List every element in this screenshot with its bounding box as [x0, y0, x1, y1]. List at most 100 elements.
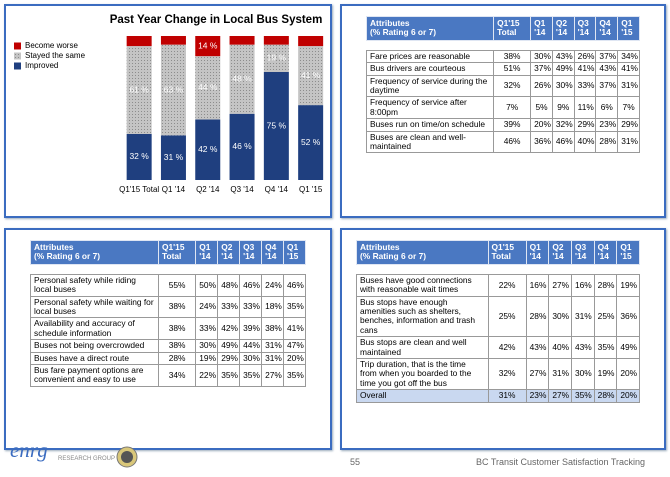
header-cell: Q1'15: [616, 240, 640, 265]
table-row: Buses have a direct route 28% 19% 29% 30% 31%…: [30, 351, 306, 366]
value-cell: 28%: [157, 351, 197, 366]
table-header: Attributes (% Rating 6 or 7) Q1'15 Total Q1 '…: [365, 16, 640, 41]
header-text: '14: [552, 251, 564, 262]
value-cell: 38%: [493, 49, 532, 64]
value-cell: 49%: [616, 336, 640, 360]
header-cell: Q3'14: [239, 240, 263, 265]
spacer-cell: [617, 39, 640, 51]
spacer-cell: [261, 263, 284, 275]
value-cell: 28%: [525, 295, 550, 338]
table-row: Frequency of service after 8:00pm 7% 5% 9% 1…: [365, 96, 640, 120]
value-cell: 22%: [195, 364, 219, 387]
value-cell: 31%: [617, 130, 640, 154]
table-body: Personal safety while riding local buses…: [30, 263, 306, 387]
attribute-cell: Buses have a direct route: [30, 351, 159, 366]
bar-segment: [126, 46, 152, 134]
value-cell: 39%: [239, 317, 263, 341]
bar-segment: [195, 36, 221, 57]
header-cell: Q1'15 Total: [487, 240, 527, 265]
value-cell: 23%: [525, 389, 550, 403]
value-cell: 35%: [239, 364, 263, 387]
table-panel: Attributes (% Rating 6 or 7) Q1'15 Total Q1 '…: [340, 4, 666, 218]
table-panel: Attributes (% Rating 6 or 7) Q1'15 Total Q1 '…: [340, 228, 666, 450]
value-cell: 22%: [487, 273, 527, 297]
table-row: Availability and accuracy of schedule in…: [30, 317, 306, 341]
value-cell: 44%: [239, 339, 263, 353]
x-tick-label: Q1 '14: [162, 185, 186, 194]
header-cell: Q3'14: [570, 240, 595, 265]
header-cell: Q4'14: [593, 240, 618, 265]
spacer-cell: [30, 263, 159, 275]
header-text: Q2: [555, 18, 568, 28]
value-cell: 11%: [573, 96, 597, 120]
value-cell: 26%: [573, 49, 597, 64]
value-cell: 25%: [593, 295, 618, 338]
value-cell: 46%: [283, 273, 306, 297]
header-text: Total: [162, 251, 182, 262]
data-label: 63 %: [164, 84, 184, 94]
value-cell: 32%: [493, 74, 532, 98]
header-cell: Q1'15: [617, 16, 640, 41]
data-label: 41 %: [301, 70, 321, 80]
logo: enrg: [10, 438, 48, 462]
legend-label: Become worse: [25, 41, 78, 50]
header-text: Total: [497, 27, 517, 38]
data-label: 32 %: [129, 151, 149, 161]
header-cell: Q1'14: [195, 240, 219, 265]
value-cell: 18%: [261, 295, 284, 319]
header-cell: Q1'15 Total: [157, 240, 197, 265]
value-cell: 31%: [261, 351, 284, 366]
header-cell: Q4'14: [595, 16, 619, 41]
attribute-cell: Trip duration, that is the time from whe…: [356, 358, 489, 391]
value-cell: 19%: [195, 351, 219, 366]
header-text: '14: [243, 251, 255, 262]
value-cell: 32%: [487, 358, 527, 391]
header-text: Q1: [287, 242, 299, 252]
legend-swatch: [14, 52, 21, 60]
value-cell: 20%: [616, 389, 640, 403]
value-cell: 48%: [217, 273, 241, 297]
x-tick-label: Q2 '14: [196, 185, 220, 194]
spacer-cell: [548, 263, 572, 275]
header-text: '14: [599, 27, 611, 38]
value-cell: 34%: [617, 49, 640, 64]
data-label: 14 %: [198, 40, 218, 50]
table-row: Overall 31% 23% 27% 35% 28% 20%: [356, 389, 640, 403]
data-label: 46 %: [232, 141, 252, 151]
attribute-cell: Buses run on time/on schedule: [365, 118, 495, 132]
spacer-cell: [595, 39, 618, 51]
header-cell: Attributes (% Rating 6 or 7): [365, 16, 495, 41]
value-cell: 16%: [570, 273, 595, 297]
spacer-row: [356, 263, 640, 275]
bar-segment: [298, 105, 324, 180]
legend-label: Stayed the same: [25, 51, 86, 60]
header-text: '14: [534, 27, 546, 38]
value-cell: 29%: [217, 351, 241, 366]
bar-segment: [160, 36, 186, 45]
header-cell: Q2'14: [548, 240, 572, 265]
value-cell: 25%: [487, 295, 527, 338]
header-text: Q4: [265, 242, 277, 252]
chart-title: Past Year Change in Local Bus System: [110, 14, 323, 26]
data-label: 52 %: [301, 137, 321, 147]
page-number: 55: [350, 457, 361, 467]
value-cell: 9%: [551, 96, 575, 120]
value-cell: 43%: [595, 62, 619, 76]
bar-segment: [229, 44, 255, 114]
header-text: Attributes: [34, 242, 74, 252]
spacer-cell: [283, 263, 306, 275]
value-cell: 29%: [617, 118, 640, 132]
header-text: (% Rating 6 or 7): [34, 251, 101, 262]
value-cell: 24%: [261, 273, 284, 297]
data-label: 19 %: [267, 53, 287, 63]
value-cell: 19%: [616, 273, 640, 297]
x-tick-label: Q4 '14: [265, 185, 289, 194]
value-cell: 37%: [595, 49, 619, 64]
x-tick-label: Q1'15 Total: [119, 185, 159, 194]
value-cell: 27%: [261, 364, 284, 387]
value-cell: 29%: [573, 118, 597, 132]
table-row: Bus stops have enough amenities such as …: [356, 295, 640, 338]
table-row: Bus stops are clean and well maintained 4…: [356, 336, 640, 360]
value-cell: 49%: [217, 339, 241, 353]
value-cell: 33%: [239, 295, 263, 319]
